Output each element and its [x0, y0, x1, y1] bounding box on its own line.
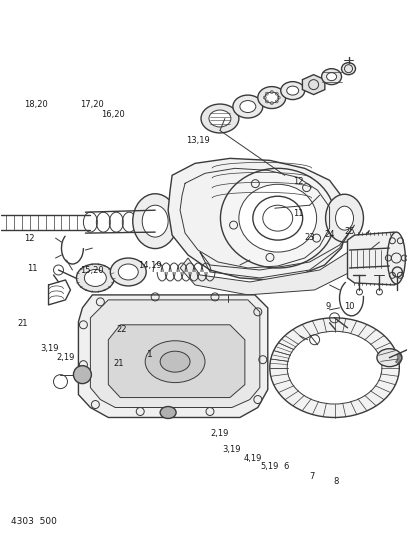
- Ellipse shape: [160, 351, 190, 372]
- Ellipse shape: [322, 69, 341, 85]
- Ellipse shape: [287, 86, 299, 95]
- Text: 17,20: 17,20: [80, 100, 104, 109]
- Ellipse shape: [287, 332, 382, 404]
- Text: 1: 1: [147, 350, 153, 359]
- Text: 7: 7: [309, 472, 314, 481]
- Ellipse shape: [142, 205, 168, 237]
- Polygon shape: [91, 300, 260, 408]
- Ellipse shape: [118, 264, 138, 280]
- Ellipse shape: [270, 318, 399, 417]
- Ellipse shape: [341, 63, 355, 75]
- Text: 14,19: 14,19: [138, 261, 162, 270]
- Ellipse shape: [335, 206, 353, 230]
- Ellipse shape: [326, 72, 337, 80]
- Ellipse shape: [240, 101, 256, 112]
- Text: 15,20: 15,20: [80, 266, 104, 275]
- Ellipse shape: [220, 168, 335, 268]
- Polygon shape: [180, 230, 369, 295]
- Text: 4303  500: 4303 500: [11, 517, 57, 526]
- Text: 11: 11: [293, 209, 304, 218]
- Text: 2,19: 2,19: [210, 429, 228, 438]
- Ellipse shape: [84, 270, 106, 286]
- Text: 5,19: 5,19: [260, 462, 279, 471]
- Ellipse shape: [145, 341, 205, 383]
- Polygon shape: [348, 232, 399, 285]
- Polygon shape: [109, 325, 245, 398]
- Ellipse shape: [201, 104, 239, 133]
- Text: 6: 6: [283, 462, 289, 471]
- Text: 3,19: 3,19: [40, 344, 59, 353]
- Ellipse shape: [160, 407, 176, 418]
- Ellipse shape: [377, 349, 402, 367]
- Text: 18,20: 18,20: [24, 100, 48, 109]
- Text: 4,19: 4,19: [244, 454, 262, 463]
- Polygon shape: [78, 295, 268, 417]
- Ellipse shape: [110, 258, 146, 286]
- Ellipse shape: [265, 92, 279, 103]
- Text: 16,20: 16,20: [102, 110, 125, 118]
- Text: 8: 8: [333, 477, 339, 486]
- Ellipse shape: [281, 82, 305, 100]
- Text: 11: 11: [27, 264, 38, 272]
- Polygon shape: [302, 75, 325, 94]
- Text: 24: 24: [324, 230, 335, 239]
- Text: 2,19: 2,19: [57, 353, 75, 362]
- Ellipse shape: [239, 184, 317, 252]
- Text: 12: 12: [293, 177, 304, 186]
- Ellipse shape: [76, 264, 114, 292]
- Text: 9: 9: [326, 302, 331, 311]
- Text: 25: 25: [344, 228, 355, 237]
- Ellipse shape: [387, 232, 405, 284]
- Text: 3,19: 3,19: [222, 445, 241, 454]
- Ellipse shape: [326, 194, 364, 242]
- Ellipse shape: [258, 87, 286, 109]
- Text: 12: 12: [24, 235, 35, 244]
- Ellipse shape: [133, 194, 177, 248]
- Text: 13,19: 13,19: [186, 136, 209, 145]
- Text: 10: 10: [344, 302, 355, 311]
- Text: 23: 23: [305, 233, 315, 242]
- Polygon shape: [168, 158, 348, 280]
- Circle shape: [73, 366, 91, 384]
- Text: 21: 21: [18, 319, 28, 328]
- Text: 21: 21: [114, 359, 124, 368]
- Ellipse shape: [209, 110, 231, 127]
- Text: 22: 22: [117, 325, 127, 334]
- Ellipse shape: [233, 95, 263, 118]
